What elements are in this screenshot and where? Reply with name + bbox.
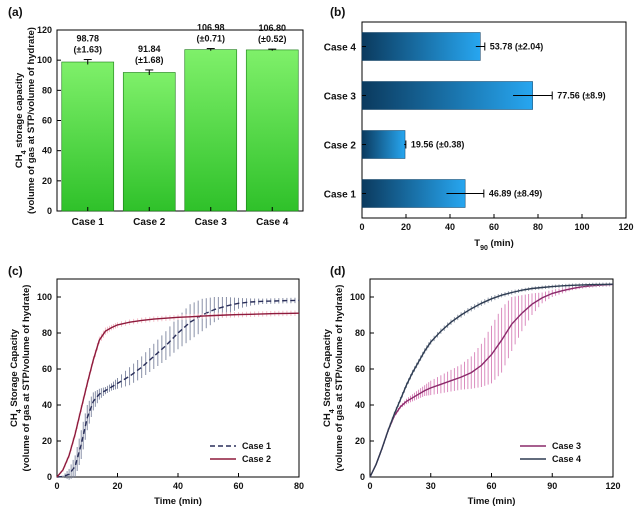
panel-a: (a) 0 20 40 60 80 100 120 CH4 storage capacity (v… — [8, 5, 304, 228]
x-tick-label: 80 — [533, 222, 543, 232]
x-tick-label: 60 — [233, 481, 243, 491]
y-tick-label: 120 — [37, 25, 52, 35]
bar-value-label: 77.56 (±8.9) — [557, 91, 605, 101]
panel-d: (d) 0 30 60 90 120 0 20 40 60 80 100 Time (min) CH4 S… — [322, 264, 621, 507]
y-tick-label: 40 — [42, 146, 52, 156]
panel-c: (c) 0 20 40 60 80 0 20 40 60 80 100 Time (min) CH4 St… — [8, 264, 304, 507]
x-tick-label: Case 1 — [72, 217, 105, 228]
y-tick-label: 100 — [37, 55, 52, 65]
x-tick-label: 30 — [426, 481, 436, 491]
bar-3 — [184, 49, 238, 212]
bar-error-label: (±0.52) — [258, 34, 286, 44]
x-axis-label: T90 (min) — [474, 238, 513, 252]
x-tick-label: 60 — [489, 222, 499, 232]
panel-label: (b) — [330, 5, 345, 19]
y-tick-label: 80 — [42, 85, 52, 95]
bar-error-label: (±0.71) — [197, 34, 225, 44]
panel-label: (a) — [8, 5, 23, 19]
y-tick-label: Case 2 — [324, 141, 357, 152]
y-tick-label: 100 — [37, 292, 52, 302]
bar-2 — [361, 130, 406, 159]
bar-value-label: 19.56 (±0.38) — [411, 140, 464, 150]
x-tick-label: 0 — [359, 222, 364, 232]
x-tick-label: Case 4 — [256, 217, 289, 228]
legend-label: Case 3 — [552, 441, 581, 451]
bar-value-label: 98.78 — [76, 34, 99, 44]
y-axis-label: CH4 Storage Capacity — [322, 328, 336, 427]
bar-2 — [122, 72, 176, 212]
x-tick-label: 120 — [618, 222, 633, 232]
y-tick-label: 20 — [42, 176, 52, 186]
legend-label: Case 4 — [552, 454, 581, 464]
y-tick-label: 40 — [42, 400, 52, 410]
y-tick-label: 60 — [355, 364, 365, 374]
series-line-case-4 — [369, 283, 614, 478]
series-line-case-1 — [56, 299, 300, 478]
legend-label: Case 2 — [242, 454, 271, 464]
bar-value-label: 46.89 (±8.49) — [489, 189, 542, 199]
x-tick-label: 0 — [54, 481, 59, 491]
legend: Case 3 Case 4 — [520, 441, 581, 464]
x-tick-label: 100 — [574, 222, 589, 232]
y-tick-label: Case 3 — [324, 92, 357, 103]
x-tick-label: Case 3 — [195, 217, 228, 228]
bar-value-label: 53.78 (±2.04) — [490, 42, 543, 52]
y-tick-label: 0 — [47, 472, 52, 482]
x-tick-label: 20 — [401, 222, 411, 232]
legend-label: Case 1 — [242, 441, 271, 451]
bar-value-label: 106.80 — [258, 23, 286, 33]
x-tick-label: 40 — [173, 481, 183, 491]
series-line-case-3 — [369, 283, 614, 478]
panel-label: (c) — [8, 264, 23, 278]
y-tick-label: 100 — [350, 292, 365, 302]
y-axis-label-line2: (volume of gas at STP/volume of hydrate) — [334, 285, 345, 472]
legend: Case 1 Case 2 — [210, 441, 271, 464]
y-tick-label: 60 — [42, 116, 52, 126]
x-tick-label: 20 — [112, 481, 122, 491]
y-tick-label: 80 — [42, 328, 52, 338]
series-line-case-2 — [56, 312, 300, 478]
x-tick-label: 120 — [605, 481, 620, 491]
x-tick-label: 0 — [367, 481, 372, 491]
bar-4 — [361, 32, 481, 61]
x-tick-label: Case 2 — [133, 217, 166, 228]
bar-value-label: 91.84 — [138, 44, 161, 54]
bar-4 — [245, 49, 299, 212]
y-tick-label: 80 — [355, 328, 365, 338]
y-tick-label: 20 — [355, 436, 365, 446]
y-tick-label: Case 1 — [324, 190, 357, 201]
panel-label: (d) — [330, 264, 345, 278]
x-tick-label: 40 — [445, 222, 455, 232]
bar-1 — [61, 61, 115, 212]
panel-b: (b) 0 20 40 60 80 100 120 T90 (min) Case 1 46.89 (… — [324, 5, 634, 252]
x-axis-label: Time (min) — [468, 496, 516, 507]
bar-value-label: 106.98 — [197, 23, 225, 33]
x-axis-label: Time (min) — [154, 496, 202, 507]
y-tick-label: 60 — [42, 364, 52, 374]
bar-error-label: (±1.63) — [74, 45, 102, 55]
y-axis-label-line2: (volume of gas at STP/volume of hydrate) — [21, 285, 32, 472]
y-tick-label: 0 — [47, 206, 52, 216]
y-axis-label: CH4 storage capacity — [14, 72, 28, 168]
y-tick-label: 20 — [42, 436, 52, 446]
y-tick-label: Case 4 — [324, 43, 357, 54]
x-tick-label: 80 — [294, 481, 304, 491]
x-tick-label: 90 — [547, 481, 557, 491]
x-tick-label: 60 — [486, 481, 496, 491]
y-axis-label-line2: (volume of gas at STP/volume of hydrate) — [26, 27, 37, 214]
y-axis-label: CH4 Storage Capacity — [9, 328, 23, 427]
bar-error-label: (±1.68) — [135, 55, 163, 65]
y-tick-label: 0 — [360, 472, 365, 482]
bar-3 — [361, 81, 533, 110]
y-tick-label: 40 — [355, 400, 365, 410]
